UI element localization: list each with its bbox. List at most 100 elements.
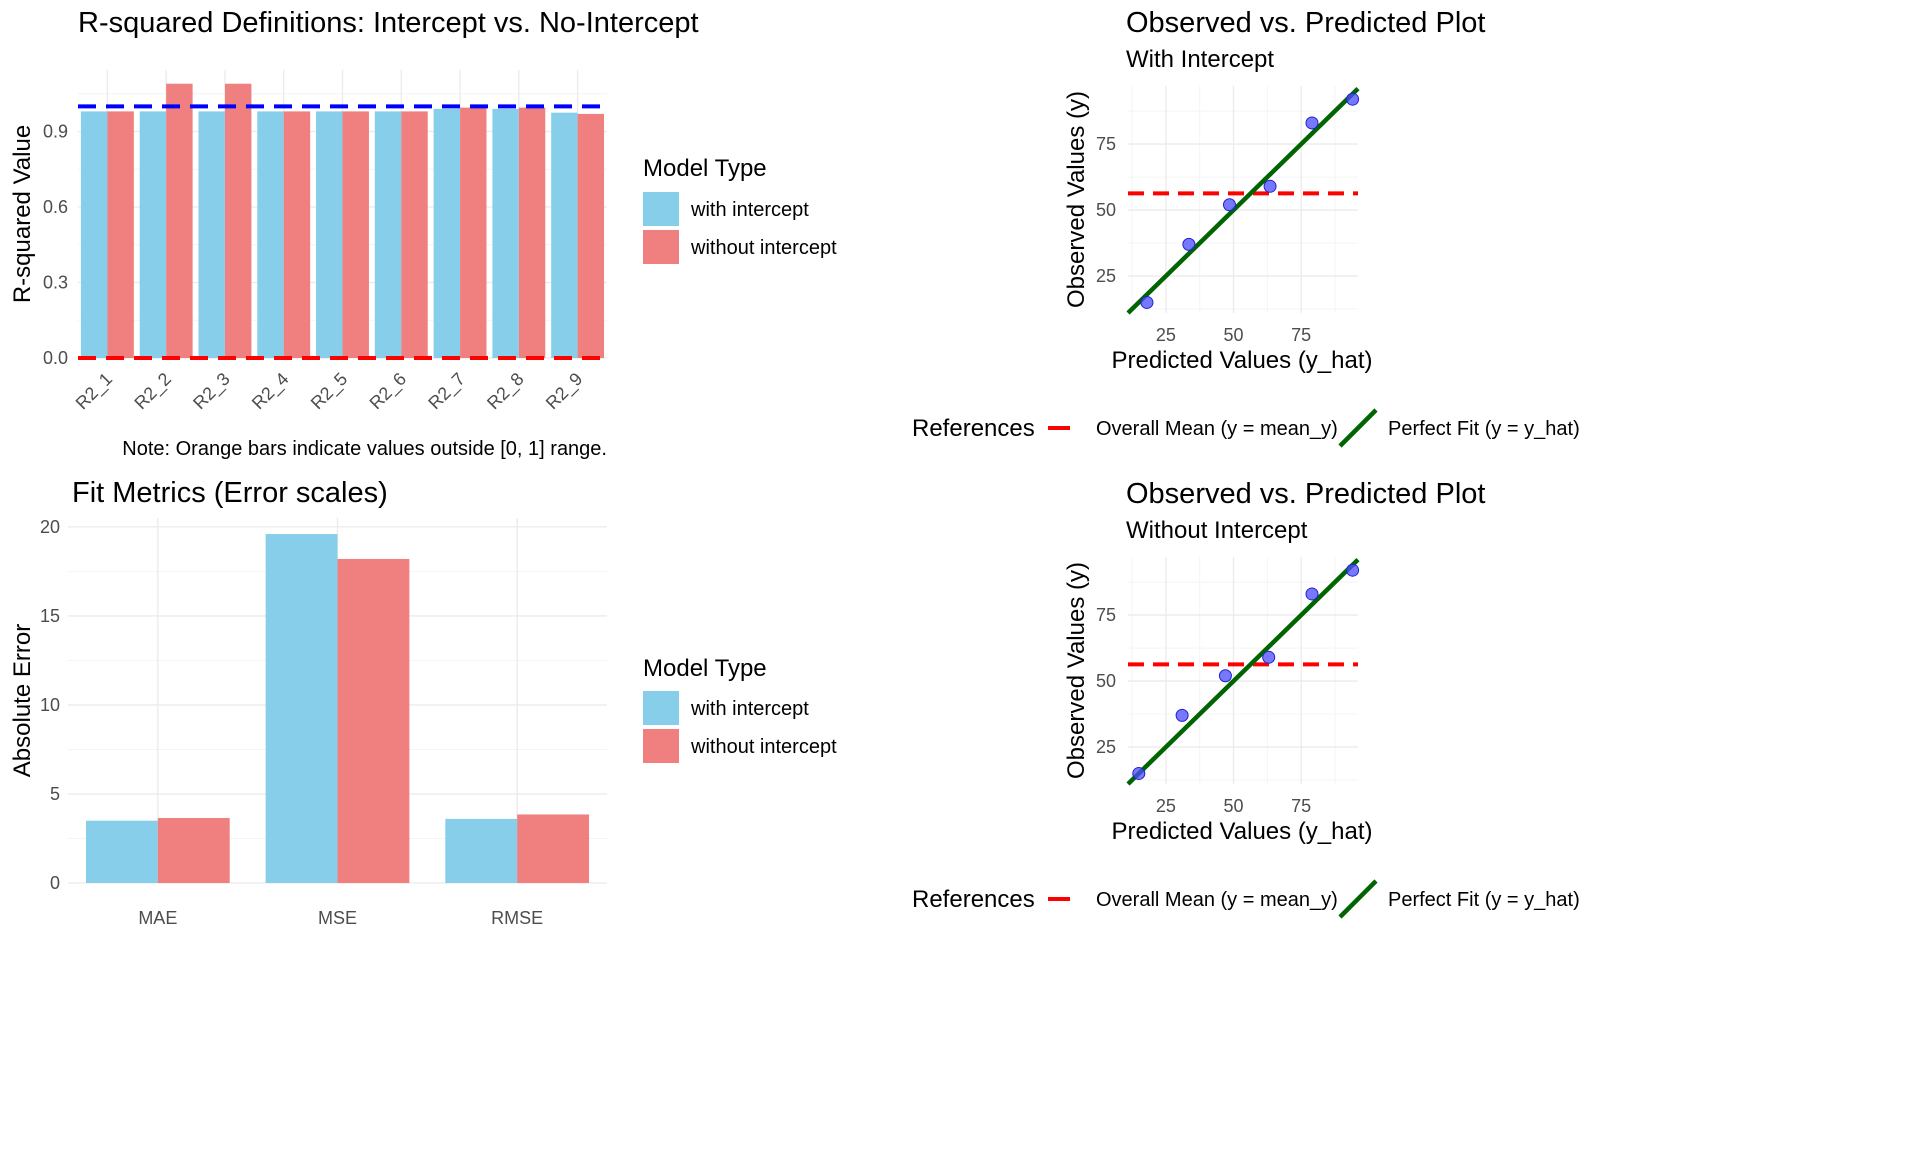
legend-label: Overall Mean (y = mean_y): [1096, 418, 1338, 440]
x-tick-label: 75: [1291, 796, 1311, 816]
legend-title: Model Type: [643, 155, 767, 182]
y-tick-label: 5: [50, 784, 60, 804]
perfect-fit-line: [1126, 87, 1360, 315]
legend-key-perfect-fit: [1338, 879, 1378, 919]
x-tick-label: R2_1: [72, 369, 117, 414]
fit-metrics-bar-chart: MAE MSE RMSE 0 5 10 15 20 Fit Metrics (Error sca…: [9, 477, 837, 928]
x-tick-label: 25: [1156, 796, 1176, 816]
legend-label: Perfect Fit (y = y_hat): [1388, 889, 1580, 911]
bar-with-intercept: [433, 108, 461, 358]
bar-with-intercept: [445, 818, 518, 883]
legend-key-perfect-fit: [1338, 408, 1378, 448]
bar-without-intercept: [460, 107, 487, 358]
x-tick-label: R2_4: [248, 369, 293, 414]
y-tick-label: 0.0: [43, 348, 68, 368]
data-point: [1305, 116, 1319, 130]
x-tick-label: R2_9: [542, 369, 587, 414]
y-tick-label: 0.3: [43, 273, 68, 293]
legend-swatch: [643, 691, 679, 725]
bar-with-intercept: [492, 108, 519, 358]
bar-with-intercept: [139, 111, 167, 358]
y-tick-label: 0.9: [43, 122, 68, 142]
x-tick-label: 50: [1224, 325, 1244, 345]
bar-without-intercept: [518, 107, 546, 358]
chart-note: Note: Orange bars indicate values outsid…: [122, 438, 607, 460]
bar-without-intercept: [283, 111, 311, 358]
data-point: [1182, 237, 1196, 251]
chart-title: Observed vs. Predicted Plot: [1126, 7, 1485, 39]
x-tick-label: 50: [1224, 796, 1244, 816]
legend-label: with intercept: [690, 199, 809, 221]
perfect-fit-line: [1126, 558, 1360, 786]
data-point: [1218, 669, 1232, 683]
bar-without-intercept: [577, 113, 605, 358]
y-tick-label: 0: [50, 873, 60, 893]
data-point: [1175, 708, 1189, 722]
y-axis-label: Observed Values (y): [1063, 562, 1090, 779]
bar-without-intercept: [157, 818, 230, 883]
bar-without-intercept: [107, 111, 134, 358]
bar-with-intercept: [551, 112, 578, 359]
bar-with-intercept: [316, 111, 343, 358]
chart-title: Fit Metrics (Error scales): [72, 477, 388, 509]
y-tick-label: 50: [1096, 671, 1116, 691]
bar-with-intercept: [198, 111, 225, 358]
bar-with-intercept: [265, 534, 338, 883]
x-axis-label: Predicted Values (y_hat): [1111, 818, 1372, 845]
y-tick-label: 20: [40, 517, 60, 537]
legend-title: References: [912, 886, 1035, 913]
bar-with-intercept: [374, 111, 402, 358]
legend-swatch: [643, 729, 679, 763]
r2-bar-chart: R2_1 R2_2 R2_3 R2_4 R2_5 R2_6 R2_7 R2_8 R2_9 0.0 0…: [9, 7, 837, 460]
data-point: [1132, 766, 1146, 780]
data-point: [1222, 198, 1236, 212]
y-tick-label: 15: [40, 606, 60, 626]
bar-without-intercept: [224, 83, 252, 358]
x-tick-label: R2_5: [307, 369, 352, 414]
bar-with-intercept: [80, 111, 108, 358]
x-axis-label: Predicted Values (y_hat): [1111, 347, 1372, 374]
bar-without-intercept: [342, 111, 369, 358]
observed-vs-predicted-plot: 25 50 75 25 50 75 Observed vs. Predicted Plot W…: [912, 7, 1580, 448]
data-point: [1140, 295, 1154, 309]
bar-without-intercept: [517, 814, 590, 883]
x-tick-label: R2_7: [424, 369, 469, 414]
bar-with-intercept: [85, 820, 158, 883]
x-tick-label: RMSE: [491, 908, 543, 928]
legend-title: Model Type: [643, 655, 767, 682]
x-tick-label: R2_8: [483, 369, 528, 414]
legend-label: with intercept: [690, 698, 809, 720]
data-point: [1263, 179, 1277, 193]
data-point: [1346, 563, 1360, 577]
chart-title: Observed vs. Predicted Plot: [1126, 478, 1485, 510]
x-tick-label: 75: [1291, 325, 1311, 345]
chart-subtitle: With Intercept: [1126, 46, 1274, 73]
legend-swatch: [643, 230, 679, 264]
legend-label: without intercept: [690, 237, 837, 259]
x-tick-label: MSE: [318, 908, 357, 928]
bar-with-intercept: [257, 111, 284, 358]
y-tick-label: 75: [1096, 134, 1116, 154]
legend-swatch: [643, 192, 679, 226]
bar-without-intercept: [401, 111, 428, 358]
y-tick-label: 50: [1096, 200, 1116, 220]
x-tick-label: 25: [1156, 325, 1176, 345]
y-axis-label: R-squared Value: [9, 125, 36, 303]
legend-label: Overall Mean (y = mean_y): [1096, 889, 1338, 911]
x-tick-label: R2_3: [189, 369, 234, 414]
data-point: [1262, 650, 1276, 664]
y-tick-label: 10: [40, 695, 60, 715]
chart-subtitle: Without Intercept: [1126, 517, 1308, 544]
y-tick-label: 0.6: [43, 197, 68, 217]
data-point: [1346, 92, 1360, 106]
x-tick-label: R2_6: [366, 369, 411, 414]
observed-vs-predicted-plot: 25 50 75 25 50 75 Observed vs. Predicted Plot W…: [912, 478, 1580, 919]
y-tick-label: 25: [1096, 737, 1116, 757]
y-axis-label: Observed Values (y): [1063, 91, 1090, 308]
data-point: [1305, 587, 1319, 601]
legend-title: References: [912, 415, 1035, 442]
chart-title: R-squared Definitions: Intercept vs. No-…: [78, 7, 699, 39]
y-tick-label: 75: [1096, 605, 1116, 625]
bar-without-intercept: [166, 83, 193, 358]
x-tick-label: MAE: [138, 908, 177, 928]
